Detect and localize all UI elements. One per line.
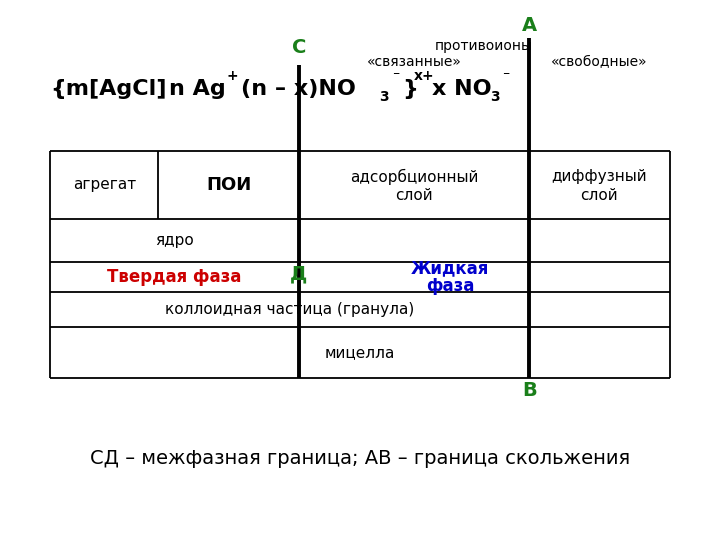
Text: 3: 3 bbox=[490, 90, 500, 104]
Text: x NO: x NO bbox=[432, 79, 492, 99]
Text: «связанные»: «связанные» bbox=[366, 55, 462, 69]
Text: B: B bbox=[522, 381, 536, 400]
Text: мицелла: мицелла bbox=[325, 345, 395, 360]
Text: +: + bbox=[227, 69, 238, 83]
Text: агрегат: агрегат bbox=[73, 178, 136, 192]
Text: ПОИ: ПОИ bbox=[206, 176, 251, 194]
Text: C: C bbox=[292, 38, 306, 57]
Text: слой: слой bbox=[580, 188, 618, 203]
Text: (n – x)NO: (n – x)NO bbox=[241, 79, 356, 99]
Text: Твердая фаза: Твердая фаза bbox=[107, 268, 242, 286]
Text: 3: 3 bbox=[379, 90, 389, 104]
Text: ядро: ядро bbox=[156, 233, 194, 248]
Text: «свободные»: «свободные» bbox=[551, 55, 648, 69]
Text: ⁻: ⁻ bbox=[392, 69, 399, 83]
Text: фаза: фаза bbox=[426, 278, 474, 295]
Text: Д: Д bbox=[290, 265, 307, 284]
Text: диффузный: диффузный bbox=[552, 170, 647, 184]
Text: A: A bbox=[521, 16, 537, 35]
Text: n Ag: n Ag bbox=[169, 79, 226, 99]
Text: адсорбционный: адсорбционный bbox=[350, 169, 478, 185]
Text: Жидкая: Жидкая bbox=[411, 260, 489, 278]
Text: x+: x+ bbox=[414, 69, 435, 83]
Text: коллоидная частица (гранула): коллоидная частица (гранула) bbox=[165, 302, 415, 316]
Text: }: } bbox=[402, 79, 418, 99]
Text: противоионы: противоионы bbox=[435, 39, 534, 53]
Text: слой: слой bbox=[395, 188, 433, 203]
Text: {m[AgCl]: {m[AgCl] bbox=[50, 79, 167, 99]
Text: ⁻: ⁻ bbox=[502, 69, 509, 83]
Text: СД – межфазная граница; АВ – граница скольжения: СД – межфазная граница; АВ – граница ско… bbox=[90, 449, 630, 469]
